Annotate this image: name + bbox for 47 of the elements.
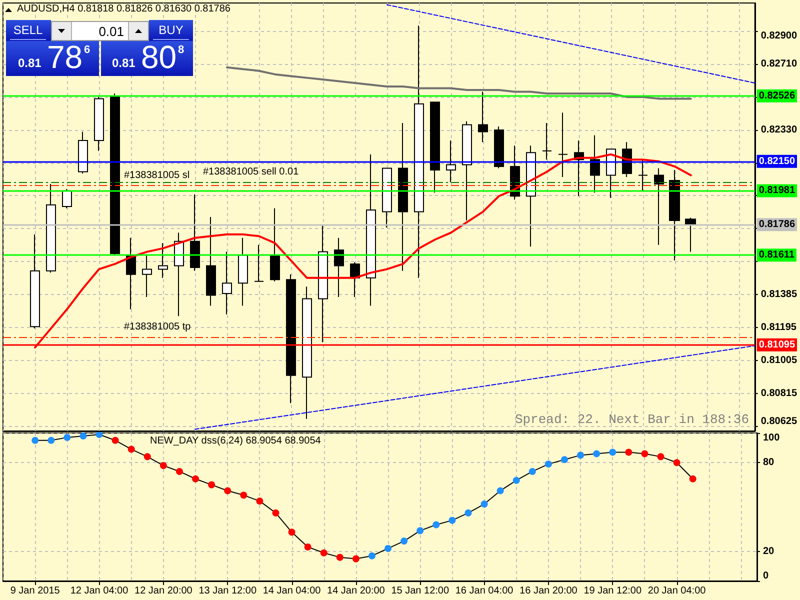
x-tick-label: 14 Jan 04:00 [262, 586, 322, 596]
annotation: Spread: 22. Next Bar in 188:36 [514, 412, 749, 427]
sell-tab: SELL [6, 20, 51, 41]
y-tick-label: 0 [763, 570, 769, 582]
annotation: 6 [84, 44, 90, 56]
ref-line-label: 0.82526 [758, 90, 796, 102]
x-tick-label: 20 Jan 04:00 [648, 586, 706, 596]
x-tick-label: 19 Jan 12:00 [584, 586, 642, 596]
x-tick-label: 14 Jan 20:00 [327, 586, 386, 596]
y-tick-label: 0.81385 [760, 288, 798, 300]
ref-line-label: 0.81611 [758, 250, 795, 261]
lot-size-field: 0.01 [51, 21, 149, 41]
y-tick-label: 0.80815 [760, 388, 798, 400]
ref-line-label: 0.81095 [758, 339, 796, 350]
annotation: SELL [10, 23, 46, 40]
annotation: BUY [153, 23, 189, 40]
annotation: 0.01 [98, 24, 124, 39]
chart-title: NEW_DAY dss(6,24) 68.9054 68.9054 [150, 436, 322, 446]
buy-tab: BUY [149, 20, 193, 41]
x-tick-label: 13 Jan 12:00 [198, 586, 257, 596]
y-tick-label: 0.81005 [760, 355, 798, 366]
x-tick-label: 12 Jan 04:00 [70, 586, 129, 596]
y-tick-label: 0.81195 [760, 322, 797, 333]
y-tick-label: 100 [763, 432, 780, 444]
x-tick-label: 12 Jan 20:00 [134, 586, 193, 596]
y-tick-label: 0.82710 [760, 58, 798, 70]
y-tick-label: 80 [763, 457, 775, 468]
annotation: 80 [141, 39, 177, 75]
ref-line-label: #138381005 sl [124, 170, 190, 182]
x-tick-label: 15 Jan 12:00 [391, 586, 450, 596]
annotation: 0.81 [18, 56, 42, 70]
annotation: 0.81 [112, 56, 136, 70]
y-tick-label: 0.80625 [760, 416, 798, 428]
y-tick-label: 0.82330 [760, 124, 798, 136]
annotation: 78 [47, 39, 83, 75]
chart-title: AUDUSD,H4 0.81818 0.81826 0.81630 0.81786 [17, 4, 231, 14]
x-tick-label: 16 Jan 20:00 [520, 586, 578, 596]
y-tick-label: 0.82900 [760, 30, 798, 42]
ref-line-label: #138381005 sell 0.01 [203, 166, 300, 178]
ref-line-label: 0.81981 [758, 185, 796, 196]
x-tick-label: 9 Jan 2015 [10, 586, 60, 596]
ref-line-label: 0.82150 [758, 156, 796, 167]
x-tick-label: 16 Jan 04:00 [455, 586, 514, 596]
y-tick-label: 20 [763, 546, 775, 557]
ref-line-label: #138381005 tp [124, 322, 192, 333]
ref-line-label: 0.81786 [758, 219, 796, 230]
annotation: 8 [178, 44, 184, 56]
